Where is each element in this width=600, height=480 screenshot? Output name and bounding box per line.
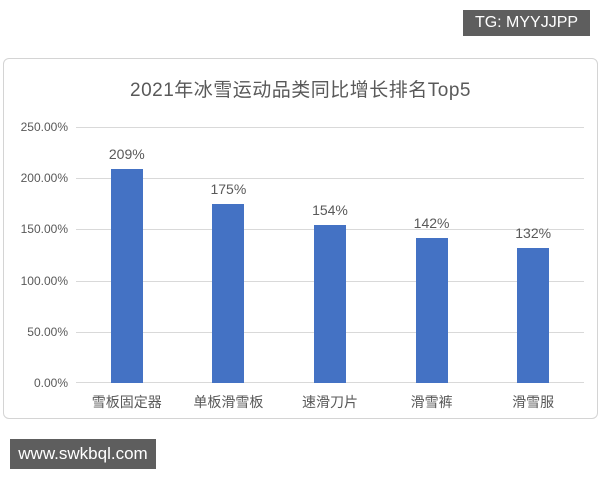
website-watermark-text: www.swkbql.com — [18, 444, 148, 463]
bar — [110, 169, 143, 383]
bar-group: 175% 单板滑雪板 — [178, 127, 280, 410]
y-axis-tick-label: 150.00% — [20, 222, 68, 236]
bar — [313, 225, 346, 383]
bar — [212, 203, 245, 383]
telegram-watermark-badge: TG: MYYJJPP — [463, 10, 590, 36]
plot-area: 209% 雪板固定器 175% 单板滑雪板 154% 速滑刀片 142% — [76, 127, 584, 410]
x-axis-category-label: 滑雪服 — [512, 394, 555, 410]
telegram-watermark-text: TG: MYYJJPP — [474, 14, 579, 31]
gridline — [76, 127, 584, 128]
x-axis-category-label: 速滑刀片 — [301, 394, 358, 410]
x-axis-category-label: 滑雪裤 — [410, 394, 453, 410]
y-axis-tick-label: 0.00% — [33, 376, 68, 390]
bar — [517, 247, 550, 383]
bars-container: 209% 雪板固定器 175% 单板滑雪板 154% 速滑刀片 142% — [76, 127, 584, 410]
bar-group: 154% 速滑刀片 — [279, 127, 381, 410]
gridline — [76, 178, 584, 179]
y-axis-tick-label: 250.00% — [20, 120, 68, 134]
x-axis-category-label: 单板滑雪板 — [193, 394, 264, 410]
bar-value-label: 175% — [210, 180, 247, 197]
x-axis-category-label: 雪板固定器 — [91, 394, 162, 410]
bar-value-label: 142% — [413, 214, 450, 231]
y-axis-tick-label: 100.00% — [20, 274, 68, 288]
bar-value-label: 132% — [515, 224, 552, 241]
y-axis-tick-label: 50.00% — [27, 325, 68, 339]
bar-group: 142% 滑雪裤 — [381, 127, 483, 410]
website-watermark-badge: www.swkbql.com — [10, 439, 156, 469]
chart-card: 2021年冰雪运动品类同比增长排名Top5 250.00% 200.00% 15… — [3, 58, 598, 419]
bar-value-label: 154% — [312, 202, 348, 219]
bar-group: 209% 雪板固定器 — [76, 127, 178, 410]
bar — [415, 237, 448, 383]
chart-title: 2021年冰雪运动品类同比增长排名Top5 — [130, 80, 471, 101]
bar-value-label: 209% — [108, 146, 145, 162]
y-axis-tick-label: 200.00% — [20, 171, 68, 185]
bar-group: 132% 滑雪服 — [482, 127, 584, 410]
